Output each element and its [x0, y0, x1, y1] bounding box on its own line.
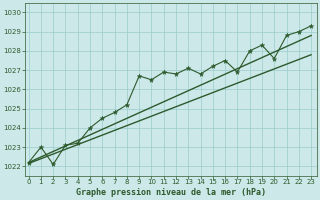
X-axis label: Graphe pression niveau de la mer (hPa): Graphe pression niveau de la mer (hPa) — [76, 188, 266, 197]
